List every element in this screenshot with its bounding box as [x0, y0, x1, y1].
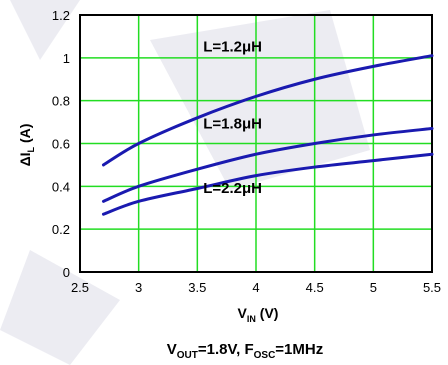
y-tick-label: 0.8 — [52, 94, 70, 109]
series-labels: L=1.2μH L=1.8μH L=2.2μH — [203, 38, 262, 196]
y-axis-label-sub: L — [26, 146, 36, 152]
x-tick-label: 5 — [370, 280, 377, 295]
x-axis-label-main: V — [238, 305, 248, 321]
footer-vout-sub: OUT — [177, 350, 198, 361]
footer-fosc-rest: =1MHz — [275, 341, 323, 358]
series-lines — [101, 54, 434, 216]
footer-vout-main: V — [167, 341, 177, 358]
y-axis-label: ΔIL (A) — [17, 124, 36, 167]
y-tick-label: 0 — [63, 265, 70, 280]
series-label-0: L=1.2μH — [203, 38, 262, 55]
y-axis-label-main: ΔI — [17, 152, 33, 166]
y-axis-label-unit: (A) — [17, 124, 33, 147]
chart-footer: VOUT=1.8V, FOSC=1MHz — [167, 341, 323, 361]
x-axis-label-unit: (V) — [256, 305, 279, 321]
y-tick-labels: 0 0.2 0.4 0.6 0.8 1 1.2 — [52, 8, 70, 280]
y-tick-label: 0.6 — [52, 137, 70, 152]
x-axis-label: VIN (V) — [238, 305, 279, 324]
footer-vout-rest: =1.8V, — [198, 341, 245, 358]
series-label-1: L=1.8μH — [203, 116, 262, 133]
x-tick-label: 3 — [135, 280, 142, 295]
footer-fosc-sub: OSC — [254, 350, 276, 361]
y-tick-label: 1.2 — [52, 8, 70, 23]
x-tick-labels: 2.5 3 3.5 4 4.5 5 5.5 — [71, 280, 441, 295]
x-tick-label: 4.5 — [306, 280, 324, 295]
series-label-2: L=2.2μH — [203, 180, 262, 197]
x-tick-label: 4 — [252, 280, 259, 295]
plot-frame — [79, 14, 433, 273]
y-tick-label: 1 — [63, 51, 70, 66]
x-axis-label-sub: IN — [247, 314, 256, 324]
y-tick-label: 0.4 — [52, 179, 70, 194]
y-tick-label: 0.2 — [52, 222, 70, 237]
x-tick-label: 3.5 — [188, 280, 206, 295]
x-tick-label: 5.5 — [423, 280, 441, 295]
x-tick-label: 2.5 — [71, 280, 89, 295]
footer-fosc-main: F — [244, 341, 253, 358]
